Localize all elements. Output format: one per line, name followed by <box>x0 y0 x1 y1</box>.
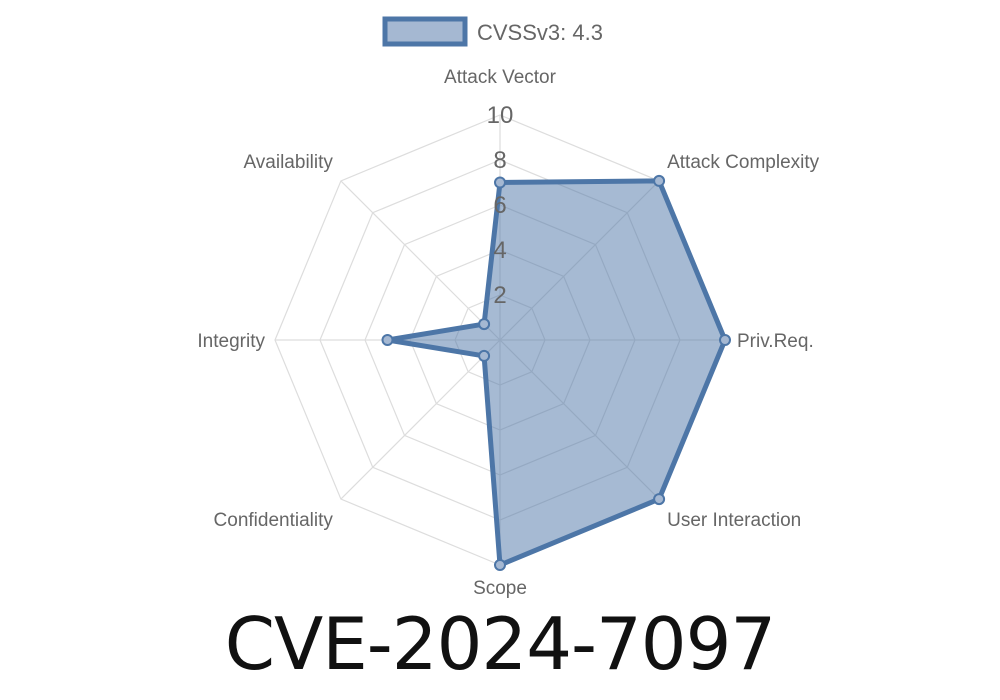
axis-label: Attack Vector <box>444 67 557 88</box>
data-point[interactable] <box>653 493 666 506</box>
axis-label: Availability <box>243 152 333 173</box>
tick-label: 8 <box>493 147 506 174</box>
data-point[interactable] <box>381 334 394 346</box>
tick-label: 2 <box>493 282 506 309</box>
axis-label: User Interaction <box>667 510 801 531</box>
tick-label: 10 <box>487 102 514 129</box>
legend[interactable]: CVSSv3: 4.3 <box>382 16 603 47</box>
tick-label: 6 <box>493 192 506 219</box>
tick-label: 4 <box>493 237 506 264</box>
axis-label: Priv.Req. <box>737 331 814 352</box>
grid-spoke <box>340 339 501 500</box>
legend-label: CVSSv3: 4.3 <box>477 20 603 45</box>
legend-swatch <box>382 16 468 47</box>
axis-label: Integrity <box>197 331 265 352</box>
cve-title: CVE-2024-7097 <box>224 602 776 686</box>
series-area <box>385 178 728 568</box>
axis-label: Confidentiality <box>214 510 334 531</box>
data-point[interactable] <box>719 334 731 346</box>
radar-series <box>381 174 731 571</box>
axis-label: Scope <box>473 578 527 599</box>
radial-ticks: 2 4 6 8 10 <box>487 102 514 309</box>
grid-spoke <box>340 180 501 341</box>
axis-label: Attack Complexity <box>667 152 820 173</box>
axis-labels: Attack Vector Attack Complexity Priv.Req. U… <box>197 67 819 599</box>
data-point[interactable] <box>478 349 491 362</box>
data-point[interactable] <box>653 174 666 187</box>
data-point[interactable] <box>494 559 506 571</box>
data-point[interactable] <box>478 318 491 331</box>
data-point[interactable] <box>494 176 506 189</box>
